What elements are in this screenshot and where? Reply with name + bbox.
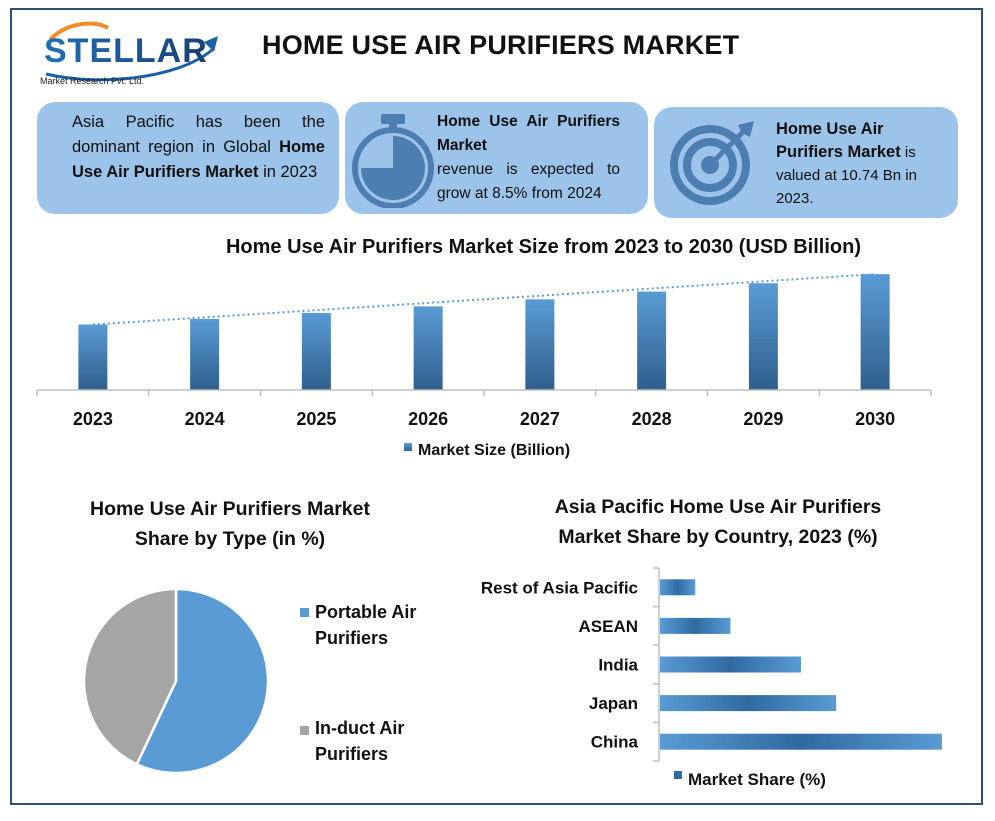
x-tick-label: 2023 — [73, 409, 113, 429]
x-tick-label: 2025 — [296, 409, 336, 429]
country-share-chart-title: Asia Pacific Home Use Air Purifiers Mark… — [500, 492, 936, 552]
info-text-block: Home Use Air Purifiers Market is valued … — [776, 118, 931, 210]
legend-label: Market Share (%) — [688, 770, 826, 789]
trendline — [92, 273, 876, 326]
bar-2028 — [637, 291, 667, 390]
bar-asean — [660, 617, 731, 634]
arrow-icon — [204, 36, 218, 52]
info-text: in 2023 — [263, 163, 318, 181]
info-box-growth: Home Use Air Purifiers Market revenue is… — [345, 102, 648, 214]
bar-japan — [660, 695, 837, 712]
y-tick-label: Japan — [589, 694, 638, 713]
page-title: HOME USE AIR PURIFIERS MARKET — [262, 30, 740, 60]
country-share-title-text: Asia Pacific Home Use Air Purifiers Mark… — [554, 496, 882, 548]
x-tick-label: 2030 — [855, 409, 895, 429]
bar-2029 — [748, 283, 778, 390]
bar-india — [660, 656, 801, 673]
info-bold-text: Home Use Air Purifiers Market — [776, 120, 901, 161]
legend-swatch — [674, 771, 682, 779]
info-text: is valued at 10.74 Bn in 2023. — [776, 144, 917, 207]
stopwatch-icon — [352, 114, 434, 208]
legend-label-portable: Portable Air Purifiers — [315, 602, 417, 648]
target-icon — [670, 121, 754, 205]
bar-2024 — [190, 318, 220, 390]
legend-label-induct: In-duct Air Purifiers — [315, 718, 405, 764]
y-tick-label: China — [591, 733, 639, 752]
bar-china — [660, 733, 942, 750]
y-tick-label: ASEAN — [578, 617, 638, 636]
logo-brand-text: STELLAR — [44, 32, 208, 70]
country-share-bar-chart: Rest of Asia Pacific ASEAN India Japan China… — [481, 567, 942, 789]
logo-mark: STELLAR Market Research Pvt. Ltd. — [40, 21, 218, 86]
info-text: revenue is expected to grow at 8.5% from… — [437, 161, 620, 202]
info-text-block: Home Use Air Purifiers Market revenue is… — [437, 110, 620, 206]
type-share-chart-title: Home Use Air Purifiers Market Share by T… — [0, 494, 460, 554]
info-box-valuation: Home Use Air Purifiers Market is valued … — [654, 107, 958, 218]
bar-2026 — [413, 306, 443, 390]
y-tick-label: India — [598, 656, 638, 675]
x-tick-label: 2028 — [632, 409, 672, 429]
type-share-pie-chart: Portable Air Purifiers In-duct Air Purif… — [82, 587, 417, 775]
bar-2025 — [301, 312, 331, 390]
type-share-title-text: Home Use Air Purifiers Market Share by T… — [90, 498, 370, 550]
bar-2027 — [525, 299, 555, 390]
info-bold-text: Home Use Air Purifiers Market — [72, 138, 325, 181]
info-box-dominant-region: Asia Pacific has been the dominant regio… — [37, 102, 339, 214]
bar-2030 — [860, 274, 890, 390]
legend-swatch-induct — [300, 726, 309, 735]
brand-logo: STELLAR Market Research Pvt. Ltd. — [36, 14, 236, 94]
x-tick-label: 2027 — [520, 409, 560, 429]
y-tick-label: Rest of Asia Pacific — [481, 578, 638, 597]
legend-swatch — [404, 443, 412, 451]
market-size-chart: 2023 2024 2025 2026 2027 2028 2029 2030 Market … — [36, 273, 932, 459]
info-bold-text: Home Use Air Purifiers Market — [437, 113, 620, 154]
x-tick-label: 2026 — [408, 409, 448, 429]
legend-label: Market Size (Billion) — [418, 442, 570, 459]
logo-swoosh-blue — [45, 48, 213, 82]
x-tick-label: 2024 — [185, 409, 225, 429]
bar-2023 — [78, 324, 108, 390]
bar-rest-of-asia-pacific — [660, 579, 696, 596]
pie-slice-portable — [135, 587, 270, 775]
infographic-frame — [10, 8, 983, 805]
legend-swatch-portable — [300, 608, 309, 617]
market-size-chart-title: Home Use Air Purifiers Market Size from … — [225, 236, 861, 258]
x-tick-label: 2029 — [743, 409, 783, 429]
pie-slice-induct — [82, 587, 178, 766]
info-text: Asia Pacific has been the dominant regio… — [72, 113, 325, 156]
logo-subtitle-text: Market Research Pvt. Ltd. — [40, 76, 144, 86]
logo-swoosh-orange — [48, 21, 110, 42]
